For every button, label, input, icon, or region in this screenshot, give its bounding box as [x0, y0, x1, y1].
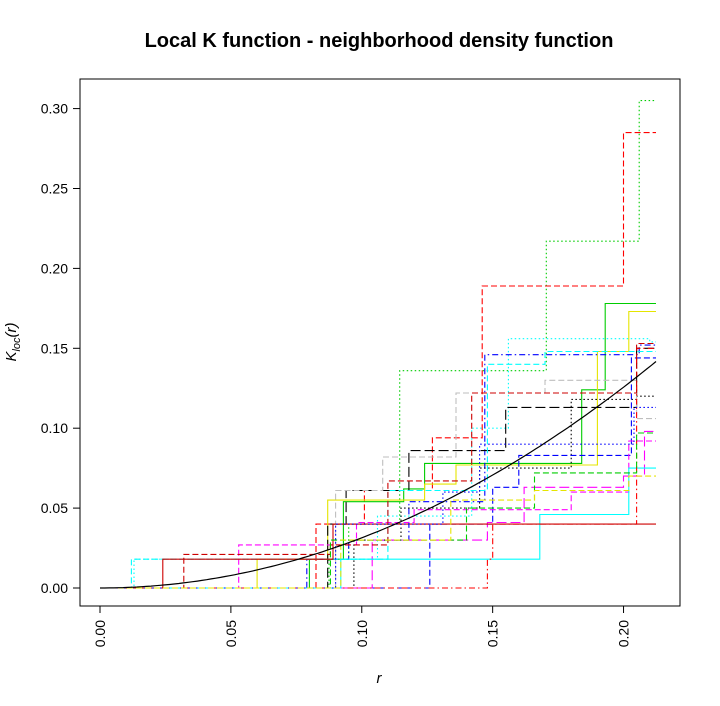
- series-line-9: [100, 350, 656, 589]
- series-line-4: [100, 310, 656, 589]
- y-tick-label: 0.25: [41, 181, 68, 197]
- y-tick-label: 0.20: [41, 260, 68, 276]
- x-tick-label: 0.20: [616, 620, 632, 647]
- series-line-6: [100, 344, 656, 589]
- reference-curve-layer: [100, 361, 657, 589]
- y-tick-label: 0.30: [41, 101, 68, 117]
- chart-title: Local K function - neighborhood density …: [145, 30, 614, 52]
- y-axis-label-arg: (r): [3, 322, 20, 337]
- y-tick-label: 0.10: [41, 420, 68, 436]
- x-axis-label: r: [377, 670, 383, 687]
- y-tick-label: 0.05: [41, 500, 68, 516]
- plot-frame: [79, 78, 681, 607]
- y-axis-label: Kloc(r): [3, 322, 23, 361]
- series-line-20: [100, 475, 656, 589]
- series-line-18: [100, 432, 656, 589]
- y-axis-label-sub: loc: [11, 337, 23, 352]
- series-line-15: [100, 347, 656, 589]
- series-line-16: [100, 523, 656, 589]
- series-line-17: [100, 342, 656, 589]
- y-tick-label: 0.00: [41, 580, 68, 596]
- y-axis-label-main: K: [3, 351, 20, 362]
- series-line-11: [100, 357, 656, 589]
- x-tick-label: 0.05: [223, 620, 239, 647]
- x-axis: 0.00 0.05 0.10 0.15 0.20: [92, 605, 632, 647]
- series-layer: [100, 100, 656, 589]
- x-tick-label: 0.15: [485, 620, 501, 647]
- x-tick-label: 0.00: [92, 620, 108, 647]
- y-axis: 0.00 0.05 0.10 0.15 0.20 0.25 0.30: [41, 101, 81, 596]
- x-tick-label: 0.10: [354, 620, 370, 647]
- series-line-1: [100, 100, 656, 589]
- series-line-7: [100, 347, 656, 589]
- reference-curve: [100, 361, 657, 589]
- y-tick-label: 0.15: [41, 340, 68, 356]
- series-line-2: [100, 132, 656, 589]
